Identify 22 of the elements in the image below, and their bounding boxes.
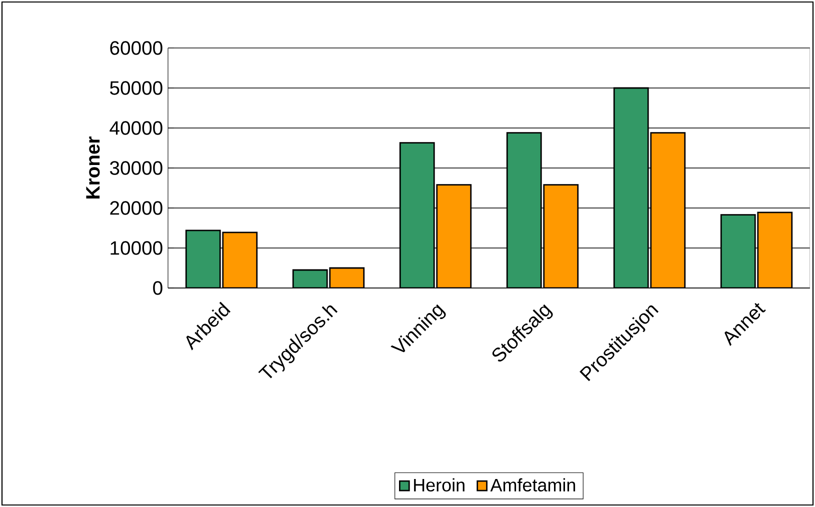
y-tick-label: 10000 <box>110 241 162 255</box>
y-tick-label: 30000 <box>110 161 162 175</box>
bar <box>650 132 686 288</box>
bar <box>399 142 435 288</box>
bar <box>613 87 649 288</box>
y-tick-label: 40000 <box>110 121 162 135</box>
bar <box>222 232 258 288</box>
bar <box>506 132 542 288</box>
legend-label: Amfetamin <box>490 478 576 492</box>
y-tick-label: 20000 <box>110 201 162 215</box>
legend-label: Heroin <box>414 478 464 492</box>
bar <box>436 184 472 288</box>
bar <box>543 184 579 288</box>
bar <box>757 212 793 288</box>
bar <box>292 269 328 288</box>
bar <box>329 267 365 288</box>
y-axis-title: Kroner <box>86 136 100 198</box>
bar <box>720 214 756 288</box>
y-tick-label: 0 <box>153 281 162 295</box>
bar <box>185 230 221 288</box>
y-tick-label: 60000 <box>110 41 162 55</box>
y-tick-label: 50000 <box>110 81 162 95</box>
